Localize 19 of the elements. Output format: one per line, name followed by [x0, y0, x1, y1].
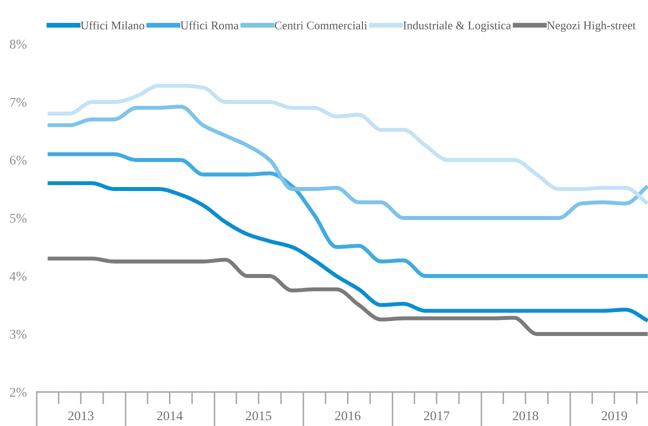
x-tick-label: 2013	[68, 411, 94, 420]
x-tick-label: 2015	[246, 411, 272, 420]
x-tick-label: 2014	[157, 411, 183, 420]
y-tick-label: 3%	[10, 330, 27, 339]
y-tick-label: 8%	[10, 40, 27, 49]
y-tick-label: 4%	[10, 272, 27, 281]
y-tick-label: 5%	[10, 214, 27, 223]
x-tick-label: 2018	[512, 411, 538, 420]
legend-label: Negozi High-street	[547, 21, 636, 32]
x-tick-label: 2019	[602, 411, 628, 420]
legend-label: Uffici Milano	[80, 21, 144, 30]
legend-label: Industriale & Logistica	[403, 21, 511, 32]
legend-label: Uffici Roma	[180, 21, 239, 30]
y-tick-label: 6%	[10, 156, 27, 165]
y-tick-label: 7%	[10, 98, 27, 107]
legend-label: Centri Commerciali	[274, 21, 368, 30]
y-tick-label: 2%	[10, 388, 27, 397]
x-tick-label: 2016	[335, 411, 361, 420]
x-tick-label: 2017	[424, 411, 450, 420]
